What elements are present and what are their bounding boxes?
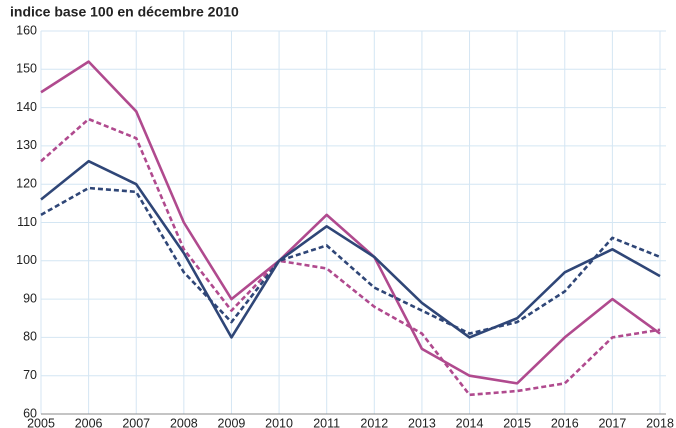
- x-tick-label: 2016: [551, 416, 579, 428]
- y-tick-label: 120: [16, 176, 37, 190]
- x-tick-label: 2017: [598, 416, 626, 428]
- x-tick-label: 2008: [170, 416, 198, 428]
- y-tick-label: 110: [17, 215, 37, 229]
- x-tick-label: 2013: [408, 416, 436, 428]
- x-tick-label: 2010: [265, 416, 293, 428]
- series-line: [40, 60, 661, 385]
- x-tick-label: 2014: [456, 416, 484, 428]
- y-tick-label: 150: [16, 62, 37, 76]
- x-tick-label: 2006: [75, 416, 103, 428]
- y-tick-label: 70: [23, 368, 37, 382]
- y-tick-label: 140: [16, 100, 37, 114]
- x-tick-label: 2005: [27, 416, 55, 428]
- y-tick-label: 160: [16, 23, 37, 37]
- series-line: [40, 159, 661, 339]
- y-tick-label: 60: [23, 406, 37, 420]
- y-tick-label: 90: [23, 291, 37, 305]
- x-tick-label: 2009: [218, 416, 246, 428]
- y-tick-label: 100: [16, 253, 37, 267]
- x-tick-label: 2011: [313, 416, 340, 428]
- chart-title: indice base 100 en décembre 2010: [10, 4, 239, 20]
- y-tick-label: 130: [16, 138, 37, 152]
- x-tick-label: 2018: [646, 416, 674, 428]
- series-line: [40, 117, 661, 397]
- x-tick-label: 2012: [360, 416, 388, 428]
- series-line: [40, 186, 661, 335]
- x-tick-label: 2015: [503, 416, 531, 428]
- x-tick-label: 2007: [122, 416, 150, 428]
- y-tick-label: 80: [23, 330, 37, 344]
